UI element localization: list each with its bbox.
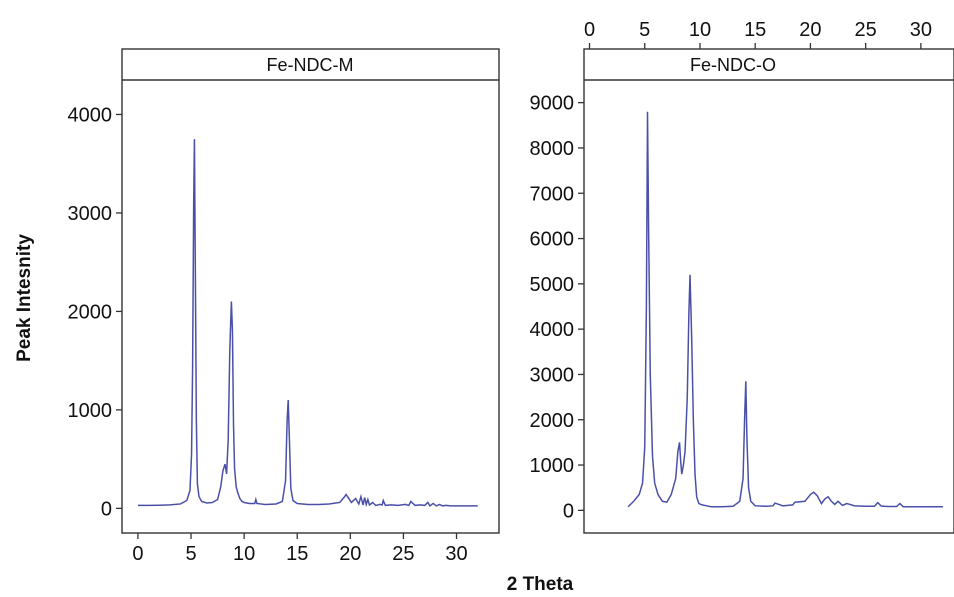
x-tick-label: 25 [392,543,414,565]
y-tick-label: 1000 [530,455,575,477]
panel-frame [583,48,954,534]
y-tick-label: 0 [563,500,574,522]
y-tick-label: 9000 [530,93,575,115]
x-tick-label: 10 [233,543,255,565]
y-tick-label: 4000 [530,319,575,341]
series-line [137,139,478,508]
x-tick-label: 20 [339,543,361,565]
x-axis-title: 2 Theta [507,574,574,595]
x-tick-label: 30 [910,19,932,41]
series-line [627,111,943,508]
x-tick-label: 5 [639,19,650,41]
y-tick-label: 6000 [530,229,575,251]
x-tick-label: 25 [855,19,877,41]
y-tick-label: 2000 [530,410,575,432]
y-tick-label: 5000 [530,274,575,296]
y-axis: 0 1000 2000 3000 4000 [68,104,122,520]
panel-fe-ndc-o: Fe-NDC-O 0 1000 2000 3000 4000 5000 6000 7000 80… [530,19,954,534]
x-axis: 0 5 10 15 20 25 30 [132,533,468,565]
y-tick-label: 1000 [68,400,113,422]
x-tick-label: 10 [689,19,711,41]
x-tick-label: 0 [132,543,143,565]
strip-label: Fe-NDC-M [267,55,354,75]
x-tick-label: 15 [744,19,766,41]
x-tick-label: 20 [799,19,821,41]
y-axis: 0 1000 2000 3000 4000 5000 6000 7000 8000 9000 [530,93,584,522]
y-tick-label: 3000 [68,203,113,225]
x-tick-label: 5 [185,543,196,565]
panel-frame [121,48,500,534]
y-tick-label: 8000 [530,138,575,160]
y-tick-label: 0 [101,498,112,520]
panel-fe-ndc-m: Fe-NDC-M 0 1000 2000 3000 4000 0 5 10 15 20 25 30 [68,48,500,565]
x-tick-label: 15 [286,543,308,565]
x-axis: 0 5 10 15 20 25 30 [584,19,932,49]
x-tick-label: 0 [584,19,595,41]
y-tick-label: 2000 [68,301,113,323]
strip-label: Fe-NDC-O [690,55,776,75]
y-axis-title: Peak Intesnity [14,234,35,362]
x-tick-label: 30 [445,543,467,565]
y-tick-label: 7000 [530,183,575,205]
y-tick-label: 4000 [68,104,113,126]
y-tick-label: 3000 [530,364,575,386]
